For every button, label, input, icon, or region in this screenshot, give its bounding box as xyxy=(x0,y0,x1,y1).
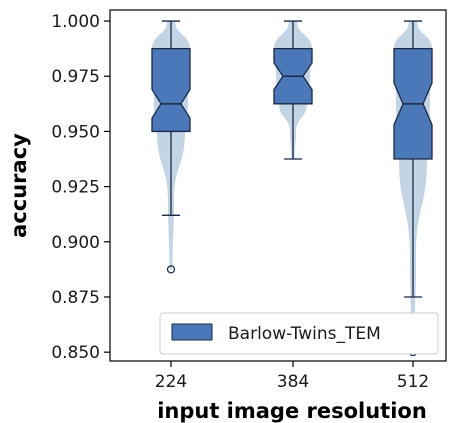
y-axis-label: accuracy xyxy=(7,133,31,238)
plot-frame xyxy=(109,9,447,362)
box-layer xyxy=(151,20,433,357)
x-tick-label: 384 xyxy=(277,372,309,392)
y-tick-label: 0.850 xyxy=(51,343,100,363)
legend: Barlow-Twins_TEM xyxy=(159,312,439,355)
legend-frame xyxy=(159,312,439,355)
y-axis: 0.850 0.875 0.900 0.925 0.950 0.975 1.000 xyxy=(51,12,110,363)
x-tick-label: 224 xyxy=(155,372,187,392)
outlier-point xyxy=(166,265,176,274)
y-tick-label: 0.900 xyxy=(51,233,100,253)
legend-label: Barlow-Twins_TEM xyxy=(228,324,381,344)
y-tick-label: 0.975 xyxy=(51,67,100,87)
x-axis: 224 384 512 xyxy=(155,361,429,392)
legend-swatch xyxy=(171,323,213,341)
x-tick-label: 512 xyxy=(397,372,429,392)
x-axis-label: input image resolution xyxy=(157,399,427,423)
box-224 xyxy=(151,47,191,133)
y-tick-label: 0.925 xyxy=(51,178,100,198)
y-tick-label: 0.950 xyxy=(51,122,100,142)
y-tick-label: 1.000 xyxy=(51,12,100,32)
y-tick-label: 0.875 xyxy=(51,288,100,308)
